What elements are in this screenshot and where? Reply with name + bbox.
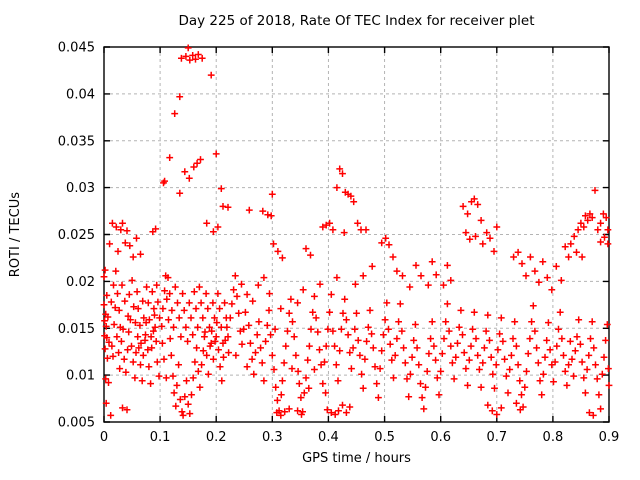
x-tick-label: 0.6: [430, 430, 451, 445]
y-tick-label: 0.03: [66, 181, 95, 196]
y-tick-label: 0.04: [66, 87, 95, 102]
y-tick-label: 0.02: [66, 275, 95, 290]
y-tick-label: 0.015: [58, 322, 95, 337]
x-tick-label: 0.1: [150, 430, 171, 445]
y-tick-label: 0.005: [58, 416, 95, 431]
x-tick-label: 0.7: [486, 430, 507, 445]
scatter-points: [100, 44, 613, 419]
y-tick-label: 0.035: [58, 134, 95, 149]
x-tick-label: 0: [100, 430, 108, 445]
x-tick-label: 0.2: [206, 430, 227, 445]
y-tick-label: 0.025: [58, 228, 95, 243]
x-tick-label: 0.3: [262, 430, 283, 445]
x-tick-label: 0.4: [318, 430, 339, 445]
y-axis-label-wrap: ROTI / TECUs: [0, 47, 30, 422]
axis-ticks: [103, 46, 610, 423]
y-axis-label: ROTI / TECUs: [7, 191, 23, 278]
x-axis-label: GPS time / hours: [302, 451, 411, 466]
x-tick-label: 0.5: [374, 430, 395, 445]
x-tick-label: 0.9: [599, 430, 620, 445]
y-tick-label: 0.045: [58, 41, 95, 56]
chart-title: Day 225 of 2018, Rate Of TEC Index for r…: [178, 13, 535, 29]
x-tick-label: 0.8: [543, 430, 564, 445]
y-tick-label: 0.01: [66, 369, 95, 384]
